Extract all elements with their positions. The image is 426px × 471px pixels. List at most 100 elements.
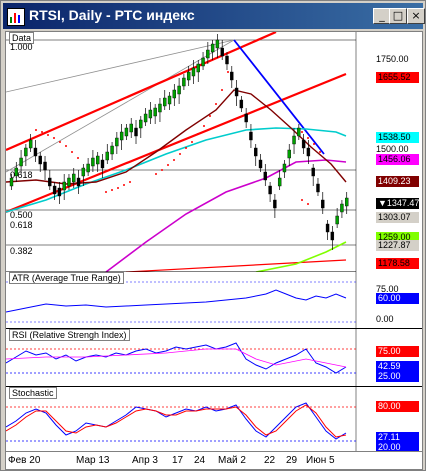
candle-body — [330, 231, 335, 241]
price-level-tag: 1227.87 — [376, 240, 419, 251]
date-label: 22 — [264, 455, 276, 466]
price-level-tag: 1409.23 — [376, 176, 419, 187]
candle-body — [72, 173, 76, 183]
candle-body — [287, 149, 291, 159]
candle-body — [239, 99, 244, 109]
date-label: Май 2 — [218, 455, 246, 466]
candle-body — [100, 159, 105, 169]
stochastic-level-tag: 20.00 — [376, 442, 419, 453]
candle-body — [258, 159, 263, 169]
fib-level-500: 0.500 — [10, 210, 33, 220]
chart-app-icon — [7, 8, 25, 26]
candle-body — [119, 131, 124, 141]
candle-body — [95, 155, 100, 165]
candle-body — [129, 123, 133, 133]
candle-body — [139, 119, 143, 129]
fib-level-618: 0.618 — [10, 170, 33, 180]
date-label: Мар 13 — [76, 455, 110, 466]
candle-body — [38, 155, 42, 165]
atr-axis-75: 75.00 — [376, 284, 399, 294]
candle-body — [62, 181, 66, 191]
candle-body — [249, 131, 253, 141]
candle-body — [311, 167, 315, 177]
candle-body — [316, 183, 320, 193]
candle-body — [91, 157, 95, 167]
candle-body — [254, 147, 258, 157]
candle-body — [340, 203, 344, 213]
close-button[interactable]: × — [407, 8, 425, 24]
date-label: 17 — [172, 455, 184, 466]
candle-body — [201, 57, 205, 67]
candle-body — [230, 71, 234, 81]
candle-body — [225, 55, 229, 65]
candle-body — [301, 139, 306, 149]
candle-body — [321, 199, 325, 209]
candle-body — [19, 157, 23, 167]
candle-body — [172, 89, 177, 99]
date-label: 29 — [286, 455, 298, 466]
price-chart — [6, 32, 357, 272]
price-level-tag: ▼1347.47 — [376, 198, 420, 209]
candle-body — [234, 87, 239, 97]
rsi-level-tag: 25.00 — [376, 371, 419, 382]
candle-body — [244, 113, 248, 123]
stochastic-pane-label: Stochastic — [9, 387, 57, 399]
candle-body — [297, 127, 301, 137]
candle-body — [110, 145, 114, 155]
fib-level-382: 0.382 — [10, 246, 33, 256]
candle-body — [325, 223, 330, 233]
candle-body — [134, 127, 138, 137]
price-level-tag: 1178.58 — [376, 258, 419, 269]
candle-body — [263, 171, 268, 181]
candle-body — [273, 199, 277, 209]
price-pane[interactable]: Data 1.000 0.618 0.500 0.618 0.382 1750.… — [6, 32, 422, 273]
stochastic-level-tag: 27.11 — [376, 432, 419, 443]
candle-body — [158, 103, 162, 113]
date-axis: Фев 20 Мар 13 Апр 3 17 24 Май 2 22 29 Ию… — [6, 451, 422, 469]
date-label: 24 — [194, 455, 206, 466]
candle-body — [335, 215, 339, 225]
candle-body — [206, 49, 210, 59]
candle-body — [268, 185, 272, 195]
candle-body — [345, 197, 349, 207]
candle-body — [9, 177, 14, 187]
candle-body — [124, 127, 129, 137]
price-level-tag: 1655.52 — [376, 72, 419, 83]
date-label: Апр 3 — [132, 455, 158, 466]
price-level-tag: 1259.00 — [376, 232, 419, 243]
candle-body — [33, 147, 38, 157]
rsi-level-tag: 42.59 — [376, 361, 419, 372]
title-bar[interactable]: RTSI, Daily - РТС индекс _ □ × — [3, 3, 425, 29]
candle-body — [191, 67, 196, 77]
candle-body — [52, 185, 57, 195]
candle-body — [163, 97, 167, 107]
candle-body — [277, 177, 282, 187]
atr-pane-label: ATR (Average True Range) — [9, 272, 124, 284]
maximize-button[interactable]: □ — [389, 8, 407, 24]
candle-body — [57, 187, 62, 197]
rsi-chart — [6, 329, 357, 386]
candle-body — [153, 107, 157, 117]
atr-axis-0: 0.00 — [376, 314, 394, 324]
stochastic-level-tag: 80.00 — [376, 401, 419, 412]
stochastic-pane[interactable]: Stochastic 80.00 27.11 20.00 — [6, 387, 422, 453]
candle-body — [215, 39, 220, 49]
candle-body — [76, 177, 81, 187]
candle-body — [67, 177, 71, 187]
candlestick-series — [9, 34, 349, 250]
atr-pane[interactable]: ATR (Average True Range) 75.00 0.00 60.0… — [6, 272, 422, 329]
price-axis-1500: 1500.00 — [376, 144, 409, 154]
rsi-pane[interactable]: RSI (Relative Strengh Index) 75.00 42.59 2… — [6, 329, 422, 387]
atr-chart — [6, 272, 357, 328]
price-level-tag: 1538.50 — [376, 132, 419, 143]
atr-value-tag: 60.00 — [376, 293, 419, 304]
window-title: RTSI, Daily - РТС индекс — [29, 7, 195, 23]
parabolic-sar — [35, 71, 321, 205]
rsi-pane-label: RSI (Relative Strengh Index) — [9, 329, 130, 341]
price-level-tag: 1303.07 — [376, 212, 419, 223]
candle-body — [86, 163, 90, 173]
chart-client-area[interactable]: Data 1.000 0.618 0.500 0.618 0.382 1750.… — [5, 31, 423, 470]
candle-body — [167, 95, 172, 105]
candle-body — [220, 47, 224, 57]
